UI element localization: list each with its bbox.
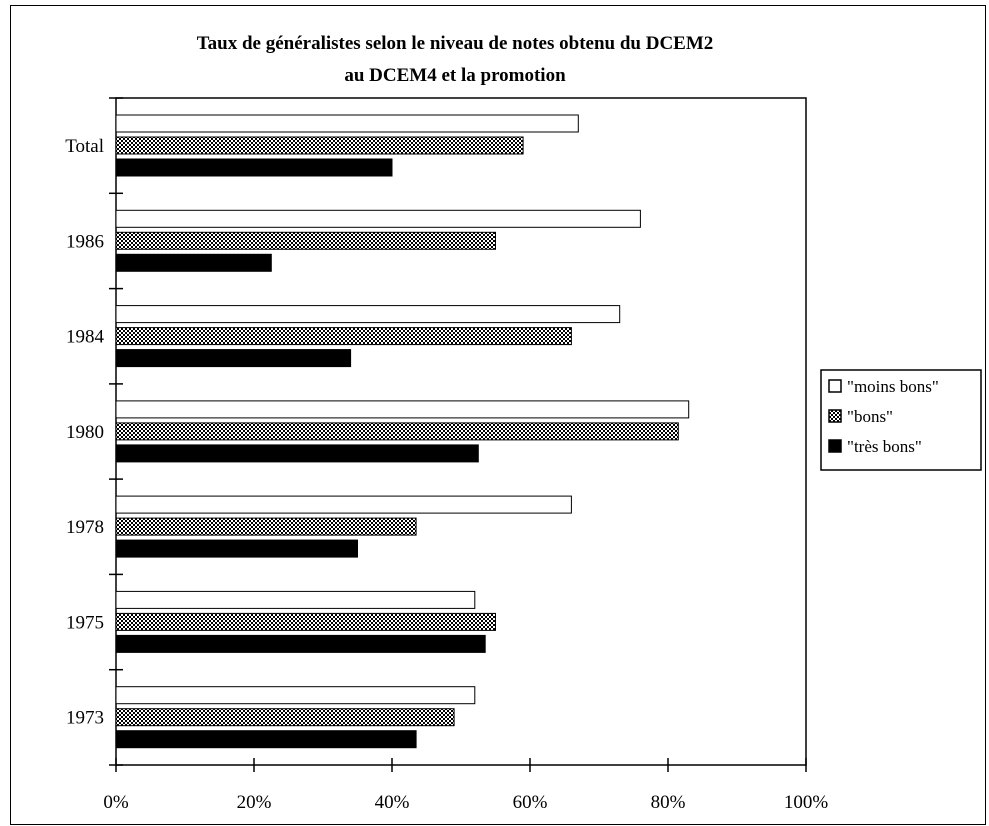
legend-label-1: "bons" — [847, 407, 893, 426]
chart-subtitle: au DCEM4 et la promotion — [344, 65, 566, 86]
category-label: 1975 — [66, 612, 104, 633]
legend-label-0: "moins bons" — [847, 377, 939, 396]
x-tick-label: 40% — [375, 792, 410, 813]
bar-1978-series-0 — [115, 495, 572, 514]
bar-Total-series-2 — [115, 158, 393, 177]
bar-1973-series-0 — [115, 686, 476, 705]
x-tick-label: 20% — [237, 792, 272, 813]
x-tick-label: 80% — [651, 792, 686, 813]
bar-1975-series-0 — [115, 590, 476, 609]
bar-1978-series-2 — [115, 539, 358, 558]
bar-1975-series-1 — [115, 612, 496, 631]
legend-swatch-0 — [828, 379, 842, 393]
bar-1986-series-2 — [115, 253, 272, 272]
bar-1973-series-2 — [115, 730, 417, 749]
bar-1978-series-1 — [115, 517, 417, 536]
bar-1980-series-2 — [115, 444, 479, 463]
bar-1984-series-2 — [115, 349, 352, 368]
bar-1986-series-1 — [115, 231, 496, 250]
bar-1980-series-0 — [115, 400, 690, 419]
bar-1980-series-1 — [115, 422, 679, 441]
x-tick-label: 0% — [103, 792, 129, 813]
category-label: 1984 — [66, 327, 105, 348]
x-tick-label: 60% — [513, 792, 548, 813]
chart-title: Taux de généralistes selon le niveau de … — [197, 33, 714, 54]
category-label: 1978 — [66, 517, 104, 538]
bar-1975-series-2 — [115, 634, 486, 653]
category-label: 1973 — [66, 708, 104, 729]
x-tick-label: 100% — [784, 792, 829, 813]
axis-group: 0% 20% 40% 60% 80% 100% — [103, 97, 829, 813]
legend-label-2: "très bons" — [847, 437, 922, 456]
legend-swatch-2 — [828, 439, 842, 453]
bar-Total-series-0 — [115, 114, 579, 133]
legend-box — [820, 369, 982, 471]
category-label: 1980 — [66, 422, 104, 443]
bar-1984-series-0 — [115, 305, 621, 324]
bars-group: Total 1986 1984 1980 1978 1975 1973 — [65, 114, 690, 749]
category-label: 1986 — [66, 231, 104, 252]
legend-swatch-1 — [828, 409, 842, 423]
bar-1986-series-0 — [115, 209, 641, 228]
bar-Total-series-1 — [115, 136, 524, 155]
chart-svg: Taux de généralistes selon le niveau de … — [65, 33, 982, 813]
chart-frame: Taux de généralistes selon le niveau de … — [10, 5, 986, 825]
bar-1984-series-1 — [115, 327, 572, 346]
category-label: Total — [65, 136, 104, 157]
bar-1973-series-1 — [115, 708, 455, 727]
legend: "moins bons" "bons" "très bons" — [820, 369, 982, 471]
